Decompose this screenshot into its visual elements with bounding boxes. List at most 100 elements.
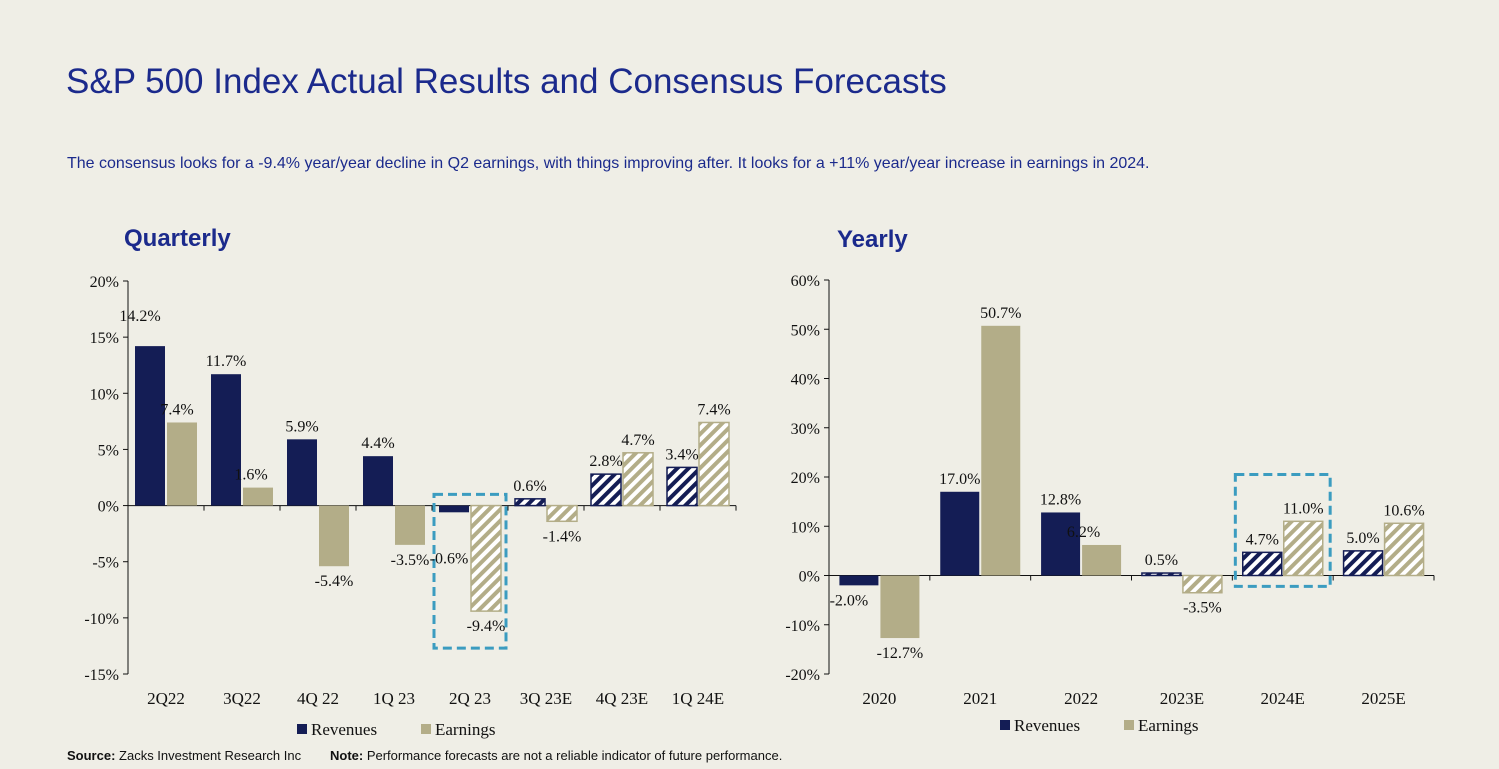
y-tick-label: 0% — [799, 569, 820, 586]
revenue-bar — [666, 466, 698, 507]
earnings-bar — [698, 421, 730, 507]
highlight-box — [432, 492, 508, 650]
x-tick-label: 2025E — [1361, 689, 1405, 708]
y-tick-label: -10% — [785, 618, 820, 635]
revenue-data-label: 0.6% — [513, 478, 546, 495]
legend-swatch-earnings — [421, 724, 431, 734]
revenue-bar — [1041, 512, 1081, 576]
legend-label-revenues: Revenues — [1014, 716, 1080, 735]
earnings-data-label: 10.6% — [1383, 502, 1424, 519]
revenue-data-label: 0.5% — [1145, 552, 1178, 569]
source-text: Zacks Investment Research Inc — [115, 748, 302, 763]
x-tick-label: 2024E — [1261, 689, 1305, 708]
earnings-bar — [167, 422, 197, 506]
quarterly-chart: 20% 15% 10% 5% 0% -5% -10% -15% 14.2% 7.4% 2Q22 11.… — [84, 274, 737, 739]
revenue-data-label: 5.0% — [1346, 530, 1379, 547]
earnings-data-label: 7.4% — [697, 401, 730, 418]
x-tick-label: 2022 — [1064, 689, 1098, 708]
revenue-bar — [287, 439, 317, 506]
revenue-bar — [514, 498, 546, 507]
revenue-bar — [1141, 572, 1182, 577]
earnings-data-label: -1.4% — [543, 528, 582, 545]
note-label: Note: — [330, 748, 364, 763]
revenue-data-label: 5.9% — [285, 418, 318, 435]
x-tick-label: 3Q22 — [223, 689, 261, 708]
y-tick-label: 60% — [791, 273, 820, 290]
highlight-box — [1233, 473, 1332, 588]
earnings-bar — [622, 452, 654, 507]
source-label: Source: — [67, 748, 116, 763]
y-tick-label: -10% — [84, 611, 119, 628]
earnings-data-label: -3.5% — [1183, 600, 1222, 617]
revenue-bar — [211, 374, 241, 506]
earnings-bar — [981, 325, 1021, 576]
revenue-bar — [839, 575, 879, 586]
y-tick-label: 20% — [791, 470, 820, 487]
revenue-bar — [1342, 550, 1384, 577]
legend-label-revenues: Revenues — [311, 720, 377, 739]
y-tick-label: 20% — [90, 274, 119, 291]
y-tick-label: 5% — [98, 442, 119, 459]
earnings-data-label: 11.0% — [1283, 500, 1324, 517]
y-tick-label: 30% — [791, 421, 820, 438]
y-tick-label: -5% — [92, 555, 119, 572]
revenue-bar — [940, 491, 980, 576]
earnings-data-label: 4.7% — [621, 432, 654, 449]
revenue-data-label: 3.4% — [665, 446, 698, 463]
revenue-bar — [135, 346, 165, 506]
legend-swatch-earnings — [1124, 720, 1134, 730]
yearly-chart-title: Yearly — [837, 226, 908, 253]
x-tick-label: 1Q 23 — [373, 689, 415, 708]
x-tick-label: 2Q22 — [147, 689, 185, 708]
legend-label-earnings: Earnings — [435, 720, 495, 739]
revenue-bar — [363, 456, 393, 506]
revenue-bar — [1242, 551, 1283, 577]
x-tick-label: 2Q 23 — [449, 689, 491, 708]
revenue-data-label: -2.0% — [830, 592, 869, 609]
x-tick-label: 2023E — [1160, 689, 1204, 708]
earnings-bar — [1082, 544, 1122, 576]
y-tick-label: 10% — [90, 386, 119, 403]
earnings-bar — [1182, 574, 1223, 594]
revenue-data-label: 14.2% — [119, 308, 160, 325]
earnings-data-label: 6.2% — [1067, 524, 1100, 541]
earnings-data-label: 50.7% — [980, 305, 1021, 322]
earnings-bar — [395, 505, 425, 545]
earnings-bar — [243, 487, 273, 506]
y-tick-label: -20% — [785, 667, 820, 684]
revenue-bar — [439, 505, 469, 513]
revenue-data-label: 2.8% — [589, 453, 622, 470]
quarterly-chart-title: Quarterly — [124, 225, 231, 252]
y-tick-label: 40% — [791, 372, 820, 389]
revenue-data-label: 4.7% — [1246, 531, 1279, 548]
earnings-data-label: 7.4% — [160, 401, 193, 418]
earnings-data-label: 1.6% — [234, 467, 267, 484]
yearly-chart: 60% 50% 40% 30% 20% 10% 0% -10% -20% -2.0% -12.7% 2… — [785, 273, 1435, 735]
y-tick-label: 15% — [90, 330, 119, 347]
footer: Source: Zacks Investment Research Inc No… — [67, 748, 782, 763]
y-tick-label: 0% — [98, 499, 119, 516]
revenue-data-label: 12.8% — [1040, 491, 1081, 508]
earnings-bar — [546, 504, 578, 523]
x-tick-label: 2020 — [862, 689, 896, 708]
legend-swatch-revenues — [1000, 720, 1010, 730]
y-tick-label: 50% — [791, 322, 820, 339]
x-tick-label: 4Q 22 — [297, 689, 339, 708]
page-title: S&P 500 Index Actual Results and Consens… — [66, 62, 947, 101]
note-text: Performance forecasts are not a reliable… — [363, 748, 783, 763]
x-tick-label: 1Q 24E — [672, 689, 724, 708]
earnings-bar — [1383, 522, 1425, 577]
revenue-data-label: -0.6% — [430, 550, 469, 567]
x-tick-label: 4Q 23E — [596, 689, 648, 708]
earnings-data-label: -3.5% — [391, 552, 430, 569]
revenue-bar — [590, 473, 622, 507]
earnings-bar — [470, 504, 502, 612]
earnings-data-label: -5.4% — [315, 573, 354, 590]
x-tick-label: 3Q 23E — [520, 689, 572, 708]
legend-label-earnings: Earnings — [1138, 716, 1198, 735]
y-tick-label: -15% — [84, 667, 119, 684]
legend-swatch-revenues — [297, 724, 307, 734]
earnings-data-label: -9.4% — [467, 618, 506, 635]
earnings-bar — [1283, 520, 1324, 577]
earnings-data-label: -12.7% — [877, 645, 924, 662]
